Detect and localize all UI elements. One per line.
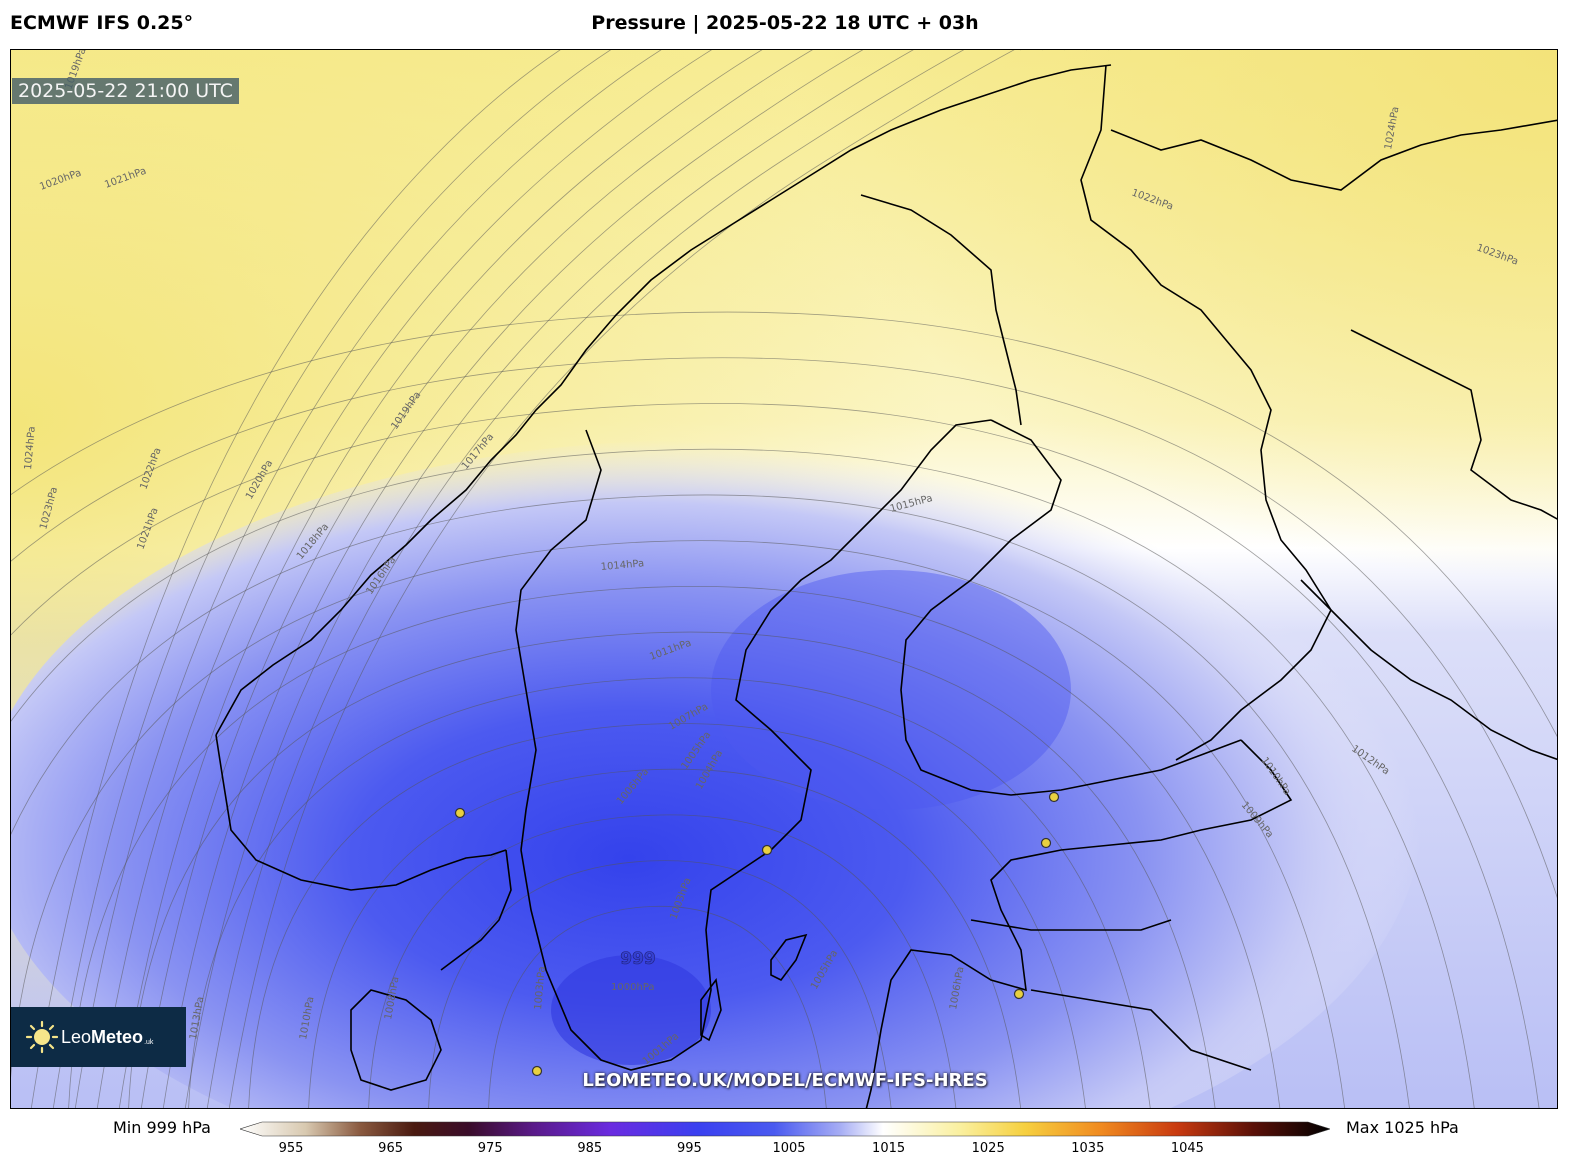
low-center-label: 999 [620,949,656,969]
bothnia-low-core [711,570,1071,810]
isobar-line [368,814,957,1108]
city-dot-copenhagen [531,1065,543,1077]
isobar-line [488,906,827,1108]
model-name: ECMWF IFS 0.25° [10,12,194,34]
isobar-line [308,768,1022,1108]
isobar-line [248,723,1086,1108]
city-dot-helsinki [1048,791,1060,803]
norway-finland-border [860,194,1022,426]
colorbar-tick-label: 1005 [772,1141,806,1156]
russia-border-east [1300,579,1557,761]
isobar-line [11,448,1475,1108]
isobar-label: 1003hPa [533,966,548,1010]
chart-title: Pressure | 2025-05-22 18 UTC + 03h [591,12,979,34]
norway-south-coast [215,734,507,891]
logo-text: LeoMeteo [61,1026,144,1047]
isobar-line [11,540,1346,1108]
colorbar-tick-label: 1015 [872,1141,906,1156]
oland-island [700,978,722,1042]
norway-coast [215,64,1112,736]
sun-icon [25,1020,59,1054]
isobar-line [118,50,1109,1108]
colorbar-tick-label: 1025 [971,1141,1005,1156]
isobar-line [74,50,1065,1108]
colorbar-tick-label: 955 [278,1141,304,1156]
isobar-line [228,50,1220,1108]
estonia-latvia-border [970,919,1172,931]
isobar-lines [11,50,1557,1108]
leometeo-logo[interactable]: LeoMeteo .uk [11,1007,186,1067]
valid-time-label: 2025-05-22 21:00 UTC [12,78,239,104]
isobar-line [96,50,1087,1108]
isobar-line [428,860,892,1108]
colorbar-max-label: Max 1025 hPa [1346,1118,1459,1137]
finland-russia-border [1080,64,1332,761]
city-dot-riga [1013,988,1025,1000]
pressure-colorbar [240,1121,1330,1137]
isobar-line [184,50,1176,1108]
colorbar-tick-label: 1035 [1071,1141,1105,1156]
sweden-west-coast [440,849,512,971]
isobar-line [52,50,1043,1108]
isobar-label: 1000hPa [611,982,655,993]
isobar-line [206,50,1198,1108]
isobar-line [11,357,1557,899]
colorbar-ticks: 955 965 975 985 995 1005 1015 1025 1035 1045 [0,1141,1570,1157]
isobar-line [30,50,1021,1108]
low-center-core [551,955,711,1065]
isobar-line [68,585,1281,1108]
kola-north-coast [1110,119,1557,191]
isobar-line [11,403,1540,1108]
city-markers [454,791,1060,1077]
low-pressure-area [11,440,1421,1108]
isobar-line [11,311,1557,738]
gotland-island [770,933,808,982]
colorbar-tick-label: 975 [477,1141,503,1156]
colorbar-min-label: Min 999 hPa [113,1118,211,1137]
colorbar-tick-label: 985 [577,1141,603,1156]
colorbar-tick-label: 995 [676,1141,702,1156]
pressure-map[interactable]: 1020hPa 1021hPa 1019hPa 1024hPa 1022hPa 1023h… [10,49,1558,1109]
isobar-label: 1024hPa [23,426,38,470]
isobar-line [188,677,1151,1108]
baltic-coast [865,739,1293,1108]
denmark-coast [350,989,442,1091]
coastlines [215,64,1557,1108]
gulf-bothnia-coast [900,419,1242,796]
city-dot-tallinn [1040,837,1052,849]
logo-suffix: .uk [144,1038,154,1046]
isobar-line [11,494,1410,1108]
latvia-lithuania-border [1030,989,1252,1071]
isobar-line [140,50,1131,1108]
city-dot-stockholm [761,844,773,856]
colorbar-tick-label: 1045 [1170,1141,1204,1156]
norway-sweden-border [515,429,602,851]
colorbar-tick-label: 965 [378,1141,404,1156]
sweden-east-coast [520,419,992,1071]
source-url: LEOMETEO.UK/MODEL/ECMWF-IFS-HRES [582,1070,988,1091]
isobar-line [162,50,1153,1108]
city-dot-oslo [454,807,466,819]
kola-coast [1350,329,1557,520]
isobar-line [128,631,1216,1108]
isobar-label: 1014hPa [600,558,644,573]
